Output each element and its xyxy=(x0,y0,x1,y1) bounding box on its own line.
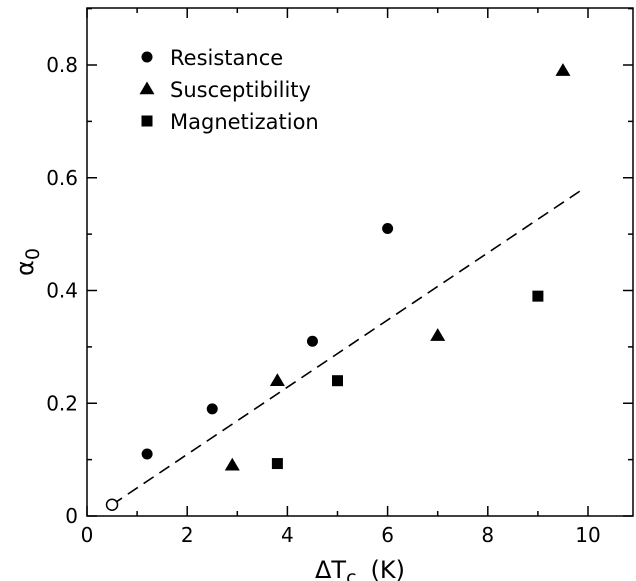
y-tick-label: 0 xyxy=(65,504,78,528)
y-axis-title-subscript: 0 xyxy=(22,248,44,260)
y-tick-label: 0.4 xyxy=(46,279,78,303)
y-tick-label: 0.2 xyxy=(46,391,78,415)
data-point-resistance xyxy=(141,448,153,460)
x-tick-label: 10 xyxy=(575,523,600,547)
data-point-resistance xyxy=(206,403,218,415)
data-point-resistance xyxy=(306,335,318,347)
legend: Resistance Susceptibility Magnetization xyxy=(139,46,319,134)
legend-label-susceptibility: Susceptibility xyxy=(170,78,311,102)
x-axis-title: ΔTc (K) xyxy=(315,556,405,581)
data-point-susceptibility xyxy=(430,328,446,341)
fit-line-group xyxy=(111,188,584,506)
data-point-resistance xyxy=(382,222,394,234)
plot-frame xyxy=(86,7,634,517)
data-point-magnetization xyxy=(532,290,544,302)
x-tick-label: 0 xyxy=(81,523,94,547)
legend-label-resistance: Resistance xyxy=(170,46,283,70)
y-tick-label: 0.6 xyxy=(46,166,78,190)
data-point-susceptibility xyxy=(555,63,571,76)
data-point-open-circle xyxy=(105,498,119,511)
data-point-magnetization xyxy=(271,458,283,470)
fit-line xyxy=(111,188,584,506)
x-axis-title-subscript: c xyxy=(346,567,356,581)
legend-label-magnetization: Magnetization xyxy=(170,110,319,134)
y-axis-title: α0 xyxy=(11,248,44,276)
data-point-magnetization xyxy=(332,375,343,387)
x-axis-title-unit: (K) xyxy=(371,556,405,581)
data-point-susceptibility xyxy=(269,373,285,386)
x-tick-label: 6 xyxy=(381,523,394,547)
legend-marker-resistance xyxy=(141,51,153,63)
y-tick-label: 0.8 xyxy=(46,53,78,77)
axis-ticks xyxy=(86,7,633,517)
data-point-susceptibility xyxy=(224,457,240,471)
legend-marker-magnetization xyxy=(141,115,153,127)
data-points xyxy=(105,63,571,511)
x-tick-label: 8 xyxy=(481,523,494,547)
x-tick-label: 4 xyxy=(281,523,294,547)
x-tick-label: 2 xyxy=(181,523,194,547)
legend-marker-susceptibility xyxy=(139,81,155,95)
axis-tick-labels: 0 2 4 6 8 10 0 0.2 0.4 0.6 0.8 xyxy=(46,53,601,547)
